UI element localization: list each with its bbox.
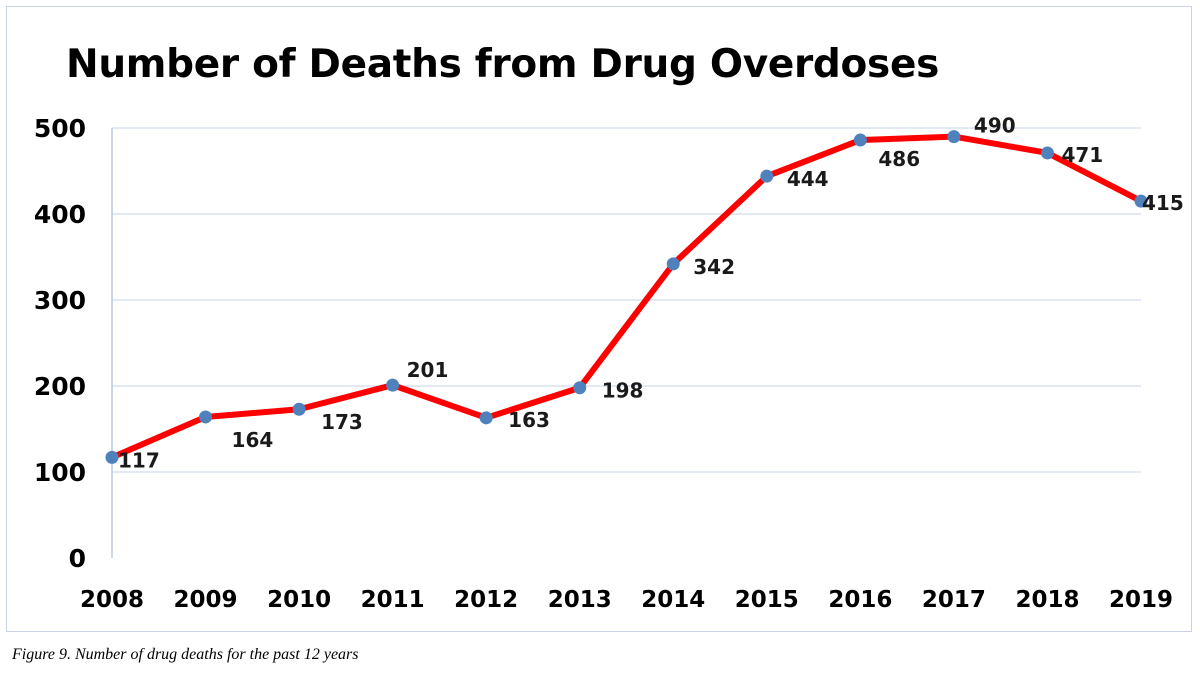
series-line-layer (109, 133, 1144, 461)
x-tick-label-2018: 2018 (1015, 587, 1079, 613)
data-label-2017: 490 (974, 114, 1016, 138)
x-tick-label-2012: 2012 (454, 587, 518, 613)
x-tick-label-2015: 2015 (735, 587, 799, 613)
y-tick-label-400: 400 (34, 200, 86, 229)
x-tick-label-2017: 2017 (922, 587, 986, 613)
x-tick-label-2008: 2008 (80, 587, 144, 613)
data-label-2011: 201 (407, 358, 449, 382)
x-tick-labels: 2008 2009 2010 2011 2012 2013 2014 2015 2016 2017… (80, 587, 1173, 613)
data-point-2016 (853, 133, 867, 147)
y-tick-label-0: 0 (69, 544, 86, 573)
x-tick-label-2011: 2011 (361, 587, 425, 613)
y-tick-label-500: 500 (34, 114, 86, 143)
data-label-2013: 198 (602, 379, 644, 403)
x-tick-label-2013: 2013 (548, 587, 612, 613)
data-label-2016: 486 (878, 147, 920, 171)
data-point-2013 (573, 381, 587, 395)
gridlines (112, 127, 1141, 473)
data-point-2017 (947, 130, 961, 144)
data-label-2008: 117 (118, 448, 160, 472)
y-tick-label-100: 100 (34, 458, 86, 487)
data-label-2018: 471 (1061, 143, 1103, 167)
data-point-2010 (292, 402, 306, 416)
x-tick-label-2016: 2016 (828, 587, 892, 613)
line-chart: 0 100 200 300 400 500 2008 2009 2010 2011 2012 201… (34, 114, 1184, 613)
data-point-2015 (760, 169, 774, 183)
data-label-2015: 444 (787, 167, 829, 191)
chart-title: Number of Deaths from Drug Overdoses (66, 42, 940, 87)
figure-caption: Figure 9. Number of drug deaths for the … (12, 646, 359, 663)
data-point-2014 (666, 257, 680, 271)
data-label-2012: 163 (508, 408, 550, 432)
data-point-2011 (386, 378, 400, 392)
y-tick-label-200: 200 (34, 372, 86, 401)
data-point-2018 (1040, 146, 1054, 160)
data-point-2009 (199, 410, 213, 424)
data-label-2019: 415 (1142, 191, 1184, 215)
y-tick-labels: 0 100 200 300 400 500 (34, 114, 86, 573)
data-point-2012 (479, 411, 493, 425)
series-line (109, 133, 1144, 461)
x-tick-label-2014: 2014 (641, 587, 705, 613)
chart-frame (6, 6, 1192, 632)
data-point-2019 (1134, 194, 1148, 208)
y-tick-label-300: 300 (34, 286, 86, 315)
data-point-2008 (105, 450, 119, 464)
data-label-2014: 342 (693, 255, 735, 279)
x-tick-label-2010: 2010 (267, 587, 331, 613)
data-label-2010: 173 (321, 410, 363, 434)
x-tick-label-2019: 2019 (1109, 587, 1173, 613)
data-markers (105, 130, 1148, 464)
data-labels: 117 164 173 201 163 198 342 444 486 490 471 415 (118, 114, 1184, 473)
x-tick-label-2009: 2009 (174, 587, 238, 613)
data-label-2009: 164 (232, 428, 274, 452)
